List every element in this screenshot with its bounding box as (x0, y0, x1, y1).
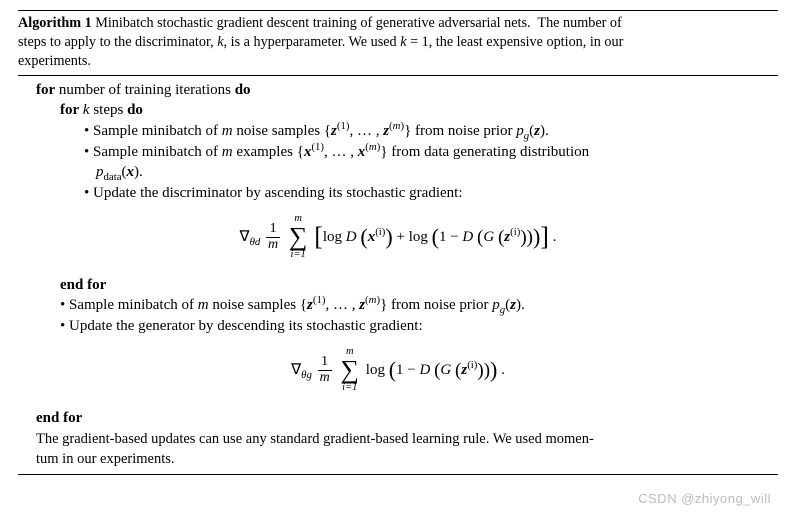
algorithm-body: for number of training iterations do for… (18, 76, 778, 474)
equation-discriminator: ∇θd 1m m∑i=1 [log D (x(i)) + log (1 − D … (18, 214, 778, 261)
caption-text-3: experiments. (18, 53, 91, 69)
end-for-inner: end for (60, 275, 778, 296)
bullet-sample-data: • Sample minibatch of m examples {x(1), … (84, 142, 778, 183)
algorithm-label: Algorithm 1 (18, 15, 92, 31)
frac-1m-g: 1m (318, 355, 332, 385)
bullet-update-d: • Update the discriminator by ascending … (84, 183, 778, 204)
bullet-sample-noise-2: • Sample minibatch of m noise samples {z… (60, 295, 778, 316)
caption-text-1: Minibatch stochastic gradient descent tr… (95, 15, 621, 31)
equation-generator: ∇θg 1m m∑i=1 log (1 − D (G (z(i)))) . (18, 347, 778, 394)
bullet-sample-noise-1: • Sample minibatch of m noise samples {z… (84, 121, 778, 142)
for-outer: for number of training iterations do (36, 80, 778, 101)
rule-bottom (18, 474, 778, 475)
watermark-text: CSDN @zhiyong_will (638, 491, 771, 506)
end-for-outer: end for (36, 408, 778, 429)
bullet-update-g: • Update the generator by descending its… (60, 316, 778, 337)
algorithm-block: Algorithm 1 Minibatch stochastic gradien… (18, 10, 778, 475)
for-inner: for k steps do (60, 100, 778, 121)
footer-note: The gradient-based updates can use any s… (36, 428, 778, 469)
sum-g: m∑i=1 (340, 347, 359, 394)
caption-text-2: steps to apply to the discriminator, k, … (18, 34, 623, 50)
algorithm-caption: Algorithm 1 Minibatch stochastic gradien… (18, 11, 778, 75)
sum-d: m∑i=1 (289, 214, 308, 261)
frac-1m-d: 1m (266, 222, 280, 252)
